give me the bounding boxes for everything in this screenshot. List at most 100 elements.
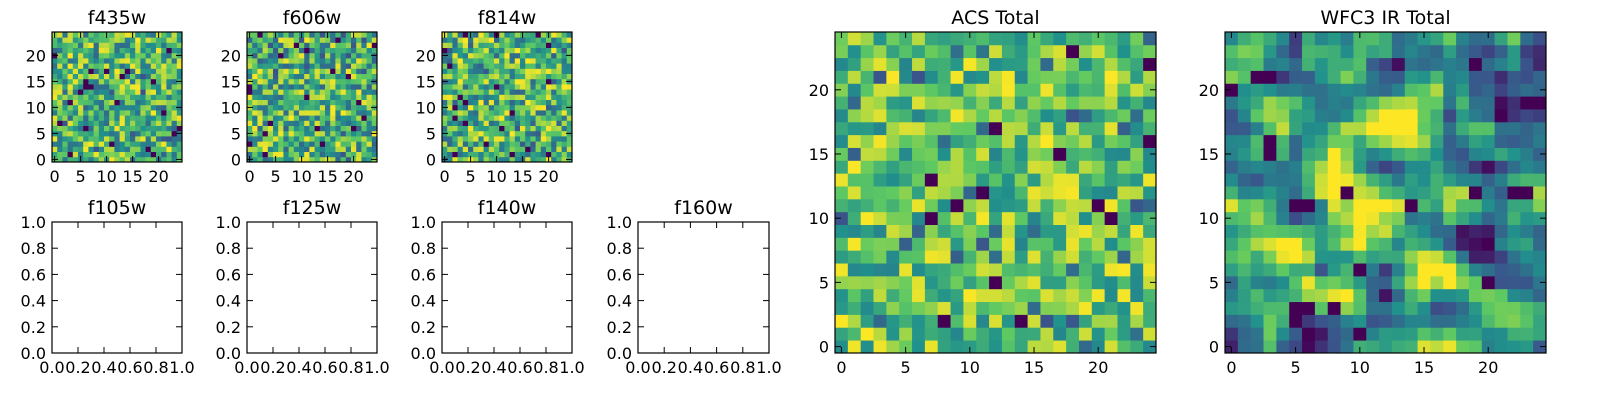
heatmap-cell <box>1001 44 1016 59</box>
heatmap-cell <box>83 110 89 116</box>
heatmap-cell <box>1237 173 1252 187</box>
heatmap-cell <box>1263 57 1277 71</box>
heatmap-cell <box>156 99 162 106</box>
heatmap-cell <box>161 130 167 137</box>
x-tick-label: 0.2 <box>65 358 90 377</box>
heatmap-cell <box>976 211 990 225</box>
heatmap-cell <box>556 68 562 74</box>
heatmap-cell <box>262 32 269 38</box>
heatmap-cell <box>546 141 552 147</box>
heatmap-cell <box>62 58 68 64</box>
heatmap-cell <box>267 156 274 163</box>
heatmap-cell <box>1014 250 1028 264</box>
heatmap-cell <box>530 78 536 85</box>
heatmap-cell <box>140 89 146 95</box>
heatmap-cell <box>314 84 321 90</box>
heatmap-cell <box>886 263 900 277</box>
heatmap-cell <box>119 47 126 54</box>
heatmap-cell <box>150 73 157 80</box>
heatmap-cell <box>509 37 516 43</box>
heatmap-cell <box>494 120 500 126</box>
heatmap-cell <box>457 32 464 38</box>
heatmap-cell <box>937 314 951 328</box>
heatmap-cell <box>1130 224 1144 238</box>
heatmap-cell <box>252 78 258 85</box>
heatmap-cell <box>976 32 990 46</box>
heatmap-cell <box>304 130 310 137</box>
heatmap-cell <box>309 32 315 38</box>
heatmap-cell <box>1014 263 1028 277</box>
heatmap-cell <box>330 73 336 80</box>
heatmap-cell <box>1104 301 1118 315</box>
heatmap-cell <box>504 52 510 59</box>
heatmap-cell <box>860 121 874 136</box>
heatmap-cell <box>1391 301 1406 315</box>
heatmap-cell <box>937 237 951 251</box>
x-tick-label: 15 <box>122 167 142 186</box>
heatmap-cell <box>478 115 484 121</box>
heatmap-cell <box>514 58 521 64</box>
heatmap-cell <box>1302 186 1316 200</box>
heatmap-cell <box>119 151 126 158</box>
heatmap-cell <box>556 115 562 121</box>
heatmap-cell <box>104 37 110 43</box>
heatmap-cell <box>447 146 453 152</box>
heatmap-cell <box>950 57 964 71</box>
heatmap-cell <box>166 84 172 90</box>
y-tick-label: 0 <box>36 150 46 169</box>
heatmap-cell <box>963 160 977 174</box>
heatmap-cell <box>361 52 367 59</box>
heatmap-cell <box>520 63 526 69</box>
heatmap-cell <box>67 146 74 152</box>
heatmap-cell <box>924 173 939 187</box>
heatmap-cell <box>1468 96 1483 110</box>
heatmap-cell <box>989 340 1003 354</box>
heatmap-cell <box>488 68 495 74</box>
heatmap-cell <box>1468 57 1483 71</box>
heatmap-cell <box>1494 70 1508 84</box>
heatmap-cell <box>1014 211 1028 225</box>
heatmap-cell <box>561 58 568 64</box>
heatmap-cell <box>1091 263 1106 277</box>
heatmap-cell <box>361 151 367 158</box>
heatmap-cell <box>462 37 469 43</box>
heatmap-cell <box>556 120 562 126</box>
heatmap-cell <box>257 110 263 116</box>
heatmap-cell <box>1481 237 1496 251</box>
heatmap-cell <box>1014 237 1028 251</box>
heatmap-cell <box>1379 70 1393 84</box>
heatmap-cell <box>262 125 269 132</box>
heatmap-cell <box>283 110 289 116</box>
heatmap-cell <box>483 136 490 142</box>
heatmap-cell <box>1391 224 1406 238</box>
heatmap-cell <box>530 110 536 116</box>
heatmap-cell <box>304 52 310 59</box>
heatmap-cell <box>262 156 269 163</box>
heatmap-cell <box>67 136 74 142</box>
heatmap-cell <box>335 104 341 111</box>
heatmap-cell <box>356 110 362 116</box>
heatmap-cell <box>161 146 167 152</box>
heatmap-cell <box>156 125 162 132</box>
heatmap-cell <box>314 110 321 116</box>
heatmap-cell <box>1404 250 1418 264</box>
heatmap-cell <box>114 120 120 126</box>
heatmap-cell <box>150 52 157 59</box>
heatmap-cell <box>114 130 120 137</box>
heatmap-cell <box>886 198 900 213</box>
heatmap-cell <box>93 151 100 158</box>
heatmap-cell <box>130 125 136 132</box>
x-tick-label: 5 <box>76 167 86 186</box>
heatmap-cell <box>1468 134 1483 148</box>
heatmap-cell <box>283 58 289 64</box>
heatmap-cell <box>924 211 939 225</box>
heatmap-cell <box>366 99 373 106</box>
heatmap-cell <box>130 84 136 90</box>
x-tick-label: 10 <box>96 167 116 186</box>
heatmap-cell <box>67 78 74 85</box>
f814w-cells <box>442 32 573 163</box>
heatmap-cell <box>530 68 536 74</box>
heatmap-cell <box>319 78 326 85</box>
heatmap-cell <box>1353 70 1367 84</box>
heatmap-cell <box>135 125 141 132</box>
